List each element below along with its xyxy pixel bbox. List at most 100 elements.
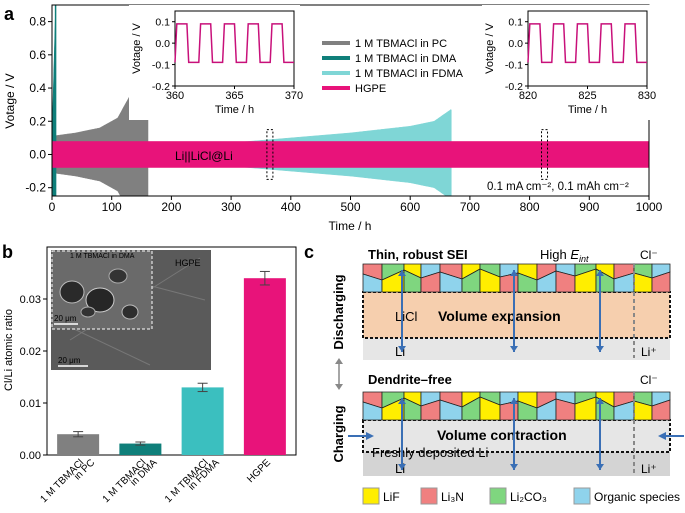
y-tick-label: 0.6 — [29, 48, 46, 62]
contraction-arrowhead — [658, 432, 666, 440]
x-tick-label: 1000 — [636, 200, 663, 214]
fresh-li-layer — [363, 420, 670, 452]
sei-layer-top — [362, 263, 671, 293]
legend-label: Li₂CO₃ — [510, 490, 547, 504]
inset-0: 360 365 370 -0.2 -0.1 0.0 0.1 Time / h Votage / … — [129, 5, 303, 120]
panel-label-c: c — [304, 242, 314, 262]
x-tick-label: 100 — [102, 200, 122, 214]
ion-arrows-bottom — [348, 392, 684, 476]
inset-y-tick-label: 0.0 — [155, 38, 170, 50]
sem-dma-label: 1 M TBMACl in DMA — [70, 253, 135, 260]
licl-outline — [362, 291, 671, 339]
high-label: High Eint — [540, 247, 589, 264]
x-tick-label: 200 — [161, 200, 181, 214]
legend-swatch — [362, 487, 380, 505]
legend-label: Organic species — [594, 490, 680, 504]
inset-x-tick-label: 830 — [638, 90, 656, 102]
bar — [243, 278, 286, 455]
top-cell: Thin, robust SEI High Eint Cl⁻ LiCl Volu… — [362, 247, 671, 360]
inset-trace — [527, 23, 647, 64]
ion-arrowhead — [398, 346, 406, 352]
cell-label: Li||LiCl@Li — [175, 149, 233, 163]
y-tick-label: 0.8 — [29, 15, 46, 29]
inset-trace — [174, 23, 294, 64]
inset-x-tick-label: 825 — [578, 90, 596, 102]
legend-label: LiF — [383, 490, 400, 504]
licl-label: LiCl — [395, 309, 418, 324]
axes-a: 0 100 200 300 400 500 600 700 800 900 1000 -0.2 0.0 0… — [25, 15, 662, 214]
legend-a: 1 M TBMACl in PC 1 M TBMACl in DMA 1 M TBM… — [322, 38, 464, 95]
x-tick-label: 700 — [460, 200, 480, 214]
inset-y-tick-label: -0.2 — [152, 81, 170, 93]
inset-1: 820 825 830 -0.2 -0.1 0.0 0.1 Time / h Votage / … — [482, 5, 656, 120]
legend-swatch — [420, 487, 438, 505]
ion-arrows-top — [398, 264, 635, 358]
ion-arrowhead — [510, 346, 518, 352]
bar — [119, 443, 162, 455]
x-tick-label: 300 — [221, 200, 241, 214]
inset-y-tick-label: -0.2 — [505, 81, 523, 93]
condition-label: 0.1 mA cm⁻², 0.1 mAh cm⁻² — [487, 181, 629, 193]
sei-components-legend: LiF Li₃N Li₂CO₃ Organic species — [362, 487, 680, 505]
fresh-li-label: Freshly deposited Li — [372, 445, 488, 460]
scale-bar-small-label: 20 μm — [54, 314, 77, 323]
sem-hgpe-label: HGPE — [175, 258, 201, 268]
legend-swatch — [489, 487, 507, 505]
sei-grain — [651, 271, 671, 293]
contraction-arrowhead — [366, 432, 374, 440]
x-tick-label: 900 — [579, 200, 599, 214]
inset-y-tick-label: 0.1 — [508, 17, 523, 29]
volume-expansion-label: Volume expansion — [438, 308, 561, 324]
licl-layer — [363, 292, 670, 338]
li-ion-label-bottom: Li⁺ — [641, 462, 657, 476]
legend-swatch — [573, 487, 591, 505]
x-axis-label-a: Time / h — [329, 219, 372, 233]
inset-y-tick-label: -0.1 — [505, 60, 523, 72]
inset-y-label: Votage / V — [131, 22, 143, 73]
bar — [181, 387, 224, 455]
inset-x-tick-label: 365 — [225, 90, 243, 102]
panel-label-b: b — [2, 242, 13, 262]
cl-ion-label-top: Cl⁻ — [640, 248, 658, 262]
ion-arrowhead — [596, 464, 604, 470]
inset-y-tick-label: -0.1 — [152, 60, 170, 72]
legend-label: HGPE — [355, 83, 386, 95]
mechanism-schematic: Discharging Charging Thin, robust SEI Hi… — [331, 247, 684, 505]
legend-label: Li₃N — [441, 490, 464, 504]
y-axis-label-a: Votage / V — [3, 73, 17, 128]
ion-arrowhead — [398, 398, 406, 404]
y-tick-label: 0.03 — [20, 294, 41, 306]
li-ion-label-top: Li⁺ — [641, 345, 657, 359]
y-tick-label: 0.01 — [20, 398, 41, 410]
legend-label: 1 M TBMACl in DMA — [355, 53, 457, 65]
y-tick-label: 0.4 — [29, 81, 46, 95]
ion-arrowhead — [510, 398, 518, 404]
inset-x-tick-label: 820 — [519, 90, 537, 102]
sem-inset: 1 M TBMACl in DMA HGPE 20 μm 20 μm — [51, 250, 211, 370]
charging-label: Charging — [331, 405, 346, 462]
x-tick-label: 0 — [49, 200, 56, 214]
sei-layer-bottom — [362, 391, 671, 421]
y-tick-label: 0.00 — [20, 450, 41, 462]
y-tick-label: 0.02 — [20, 346, 41, 358]
inset-y-label: Votage / V — [484, 22, 496, 73]
x-tick-label: 800 — [520, 200, 540, 214]
x-tick-label: 500 — [340, 200, 360, 214]
axes-b: 0.00 0.01 0.02 0.03 — [20, 294, 47, 462]
y-axis-label-b: Cl/Li atomic ratio — [3, 309, 15, 391]
panel-label-a: a — [4, 4, 15, 24]
ion-arrowhead — [596, 270, 604, 276]
ion-arrowhead — [398, 464, 406, 470]
category-label: HGPE — [245, 457, 273, 485]
y-tick-label: 0.2 — [29, 114, 46, 128]
voltage-time-chart: 0 100 200 300 400 500 600 700 800 900 1000 -0.2 0.0 0… — [3, 4, 663, 233]
series-hgpe-band — [52, 141, 649, 168]
scale-bar-large-label: 20 μm — [58, 356, 81, 365]
ion-arrowhead — [510, 270, 518, 276]
sei-grain — [651, 399, 671, 421]
li-label-top: Li — [395, 344, 405, 359]
inset-x-tick-label: 360 — [166, 90, 184, 102]
cl-li-ratio-chart: 1 M TBMACl in DMA HGPE 20 μm 20 μm 1 M T… — [3, 246, 297, 505]
inset-x-tick-label: 370 — [285, 90, 303, 102]
